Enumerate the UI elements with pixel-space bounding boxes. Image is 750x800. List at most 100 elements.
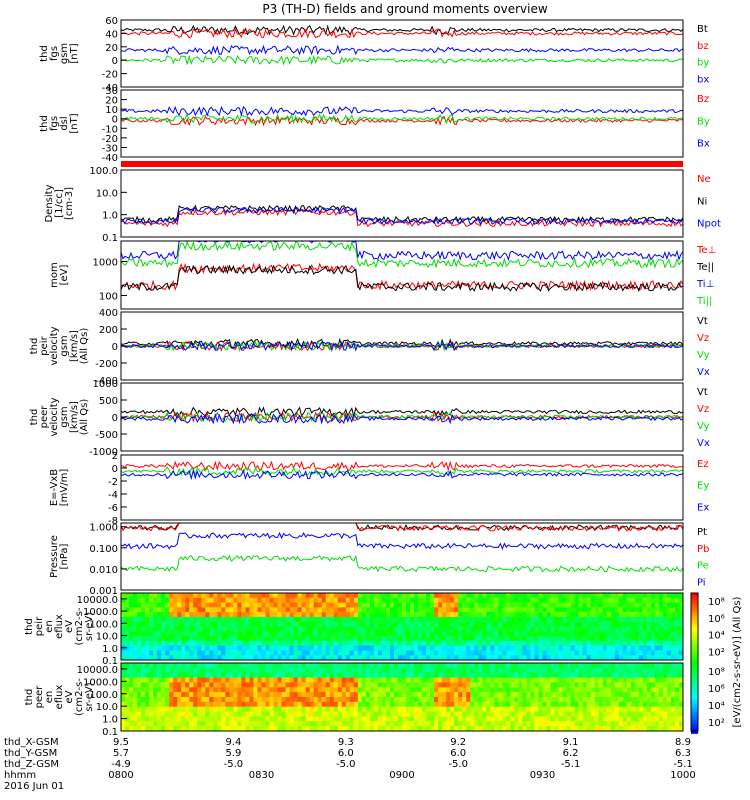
spectrogram-cell — [261, 687, 267, 693]
spectrogram-cell — [462, 716, 467, 722]
spectrogram-cell — [530, 692, 535, 698]
spectrogram-cell — [301, 650, 307, 656]
spectrogram-cell — [630, 672, 636, 679]
spectrogram-cell — [373, 677, 379, 683]
spectrogram-cell — [650, 593, 656, 599]
spectrogram-cell — [638, 677, 644, 683]
spectrogram-cell — [157, 711, 162, 717]
spectrogram-cell — [506, 593, 511, 599]
colorbar-cell — [691, 670, 698, 674]
spectrogram-cell — [325, 597, 331, 604]
spectrogram-cell — [349, 692, 355, 698]
spectrogram-cell — [133, 645, 138, 651]
spectrogram-cell — [614, 663, 620, 669]
spectrogram-cell — [369, 645, 375, 651]
spectrogram-cell — [634, 692, 640, 698]
spectrogram-cell — [670, 612, 676, 618]
spectrogram-cell — [586, 655, 592, 661]
spectrogram-cell — [634, 626, 640, 632]
spectrogram-cell — [554, 640, 560, 647]
spectrogram-cell — [197, 711, 202, 717]
spectrogram-cell — [434, 716, 439, 722]
spectrogram-cell — [369, 692, 375, 698]
spectrogram-cell — [293, 677, 299, 683]
colorbar-cell — [691, 597, 698, 601]
spectrogram-cell — [257, 663, 262, 669]
spectrogram-cell — [598, 687, 604, 693]
spectrogram-cell — [233, 607, 238, 613]
spectrogram-cell — [289, 607, 295, 613]
spectrogram-cell — [317, 650, 323, 656]
spectrogram-cell — [301, 616, 307, 623]
spectrogram-cell — [313, 682, 319, 688]
spectrogram-cell — [474, 726, 479, 732]
spectrogram-cell — [393, 616, 399, 623]
legend-entry: Bx — [697, 139, 710, 150]
spectrogram-cell — [157, 602, 162, 608]
spectrogram-cell — [141, 687, 146, 693]
spectrogram-cell — [241, 645, 246, 651]
spectrogram-cell — [638, 692, 644, 698]
spectrogram-cell — [454, 667, 459, 674]
spectrogram-cell — [430, 677, 435, 683]
spectrogram-cell — [482, 692, 487, 698]
spectrogram-cell — [361, 672, 367, 679]
spectrogram-cell — [353, 706, 359, 713]
spectrogram-cell — [361, 626, 367, 632]
spectrogram-cell — [293, 667, 299, 674]
axis-row-value: 6.2 — [563, 748, 579, 759]
spectrogram-cell — [534, 645, 539, 651]
spectrogram-cell — [241, 716, 246, 722]
spectrogram-cell — [369, 640, 375, 647]
spectrogram-cell — [630, 640, 636, 647]
spectrogram-cell — [153, 716, 158, 722]
axis-row-value: 6.3 — [675, 748, 691, 759]
spectrogram-cell — [333, 593, 339, 599]
spectrogram-cell — [450, 650, 455, 656]
spectrogram-cell — [586, 667, 592, 674]
spectrogram-cell — [642, 593, 648, 599]
spectrogram-cell — [341, 631, 347, 637]
spectrogram-cell — [554, 706, 560, 713]
spectrogram-cell — [442, 692, 447, 698]
spectrogram-cell — [522, 650, 527, 656]
spectrogram-cell — [337, 677, 343, 683]
spectrogram-cell — [678, 663, 684, 669]
spectrogram-cell — [594, 701, 600, 708]
spectrogram-cell — [618, 645, 624, 651]
spectrogram-cell — [317, 655, 323, 661]
spectrogram-cell — [221, 711, 226, 717]
spectrogram-cell — [622, 640, 628, 647]
spectrogram-cell — [582, 711, 588, 717]
spectrogram-cell — [185, 701, 190, 708]
spectrogram-cell — [153, 663, 158, 669]
spectrogram-cell — [377, 687, 383, 693]
spectrogram-cell — [121, 726, 126, 732]
spectrogram-cell — [293, 602, 299, 608]
spectrogram-cell — [546, 616, 552, 623]
spectrogram-cell — [490, 616, 495, 623]
spectrogram-cell — [257, 650, 262, 656]
spectrogram-cell — [474, 597, 479, 604]
spectrogram-cell — [157, 616, 162, 623]
spectrogram-cell — [177, 687, 182, 693]
spectrogram-cell — [165, 631, 170, 637]
spectrogram-cell — [630, 667, 636, 674]
spectrogram-cell — [662, 711, 668, 717]
spectrogram-cell — [381, 616, 387, 623]
spectrogram-cell — [562, 616, 568, 623]
spectrogram-cell — [237, 667, 242, 674]
spectrogram-cell — [221, 726, 226, 732]
spectrogram-cell — [153, 612, 158, 618]
spectrogram-cell — [650, 721, 656, 727]
spectrogram-cell — [149, 726, 154, 732]
spectrogram-cell — [233, 726, 238, 732]
spectrogram-cell — [526, 721, 531, 727]
spectrogram-cell — [606, 692, 612, 698]
spectrogram-cell — [201, 631, 206, 637]
spectrogram-cell — [337, 721, 343, 727]
spectrogram-cell — [618, 682, 624, 688]
spectrogram-cell — [418, 706, 423, 713]
spectrogram-cell — [430, 726, 435, 732]
y-tick-label: 0.100 — [89, 544, 118, 555]
